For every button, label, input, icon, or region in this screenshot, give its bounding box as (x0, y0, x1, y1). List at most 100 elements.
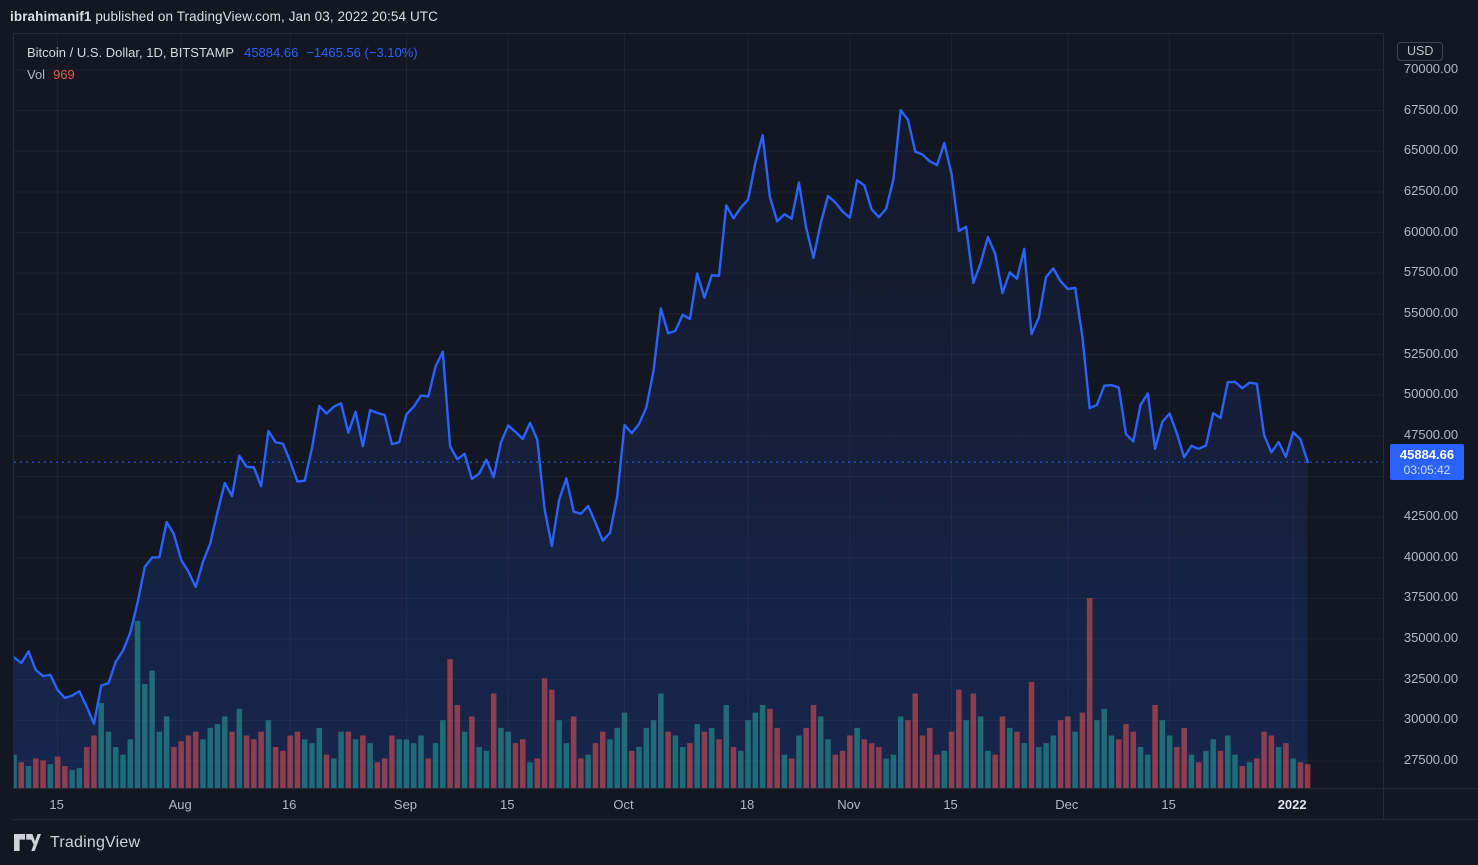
time-tick-label: Sep (393, 797, 418, 812)
volume-bar (280, 750, 286, 789)
area-fill-path (14, 110, 1308, 789)
volume-bar (171, 746, 177, 789)
volume-bar (847, 735, 853, 789)
time-axis[interactable]: 15 Aug 16 Sep 15 Oct 18 Nov 15 Dec 15 2022 (13, 788, 1383, 820)
volume-bar (1232, 754, 1238, 789)
volume-bar (599, 731, 606, 789)
volume-bar (360, 735, 366, 789)
volume-bar (985, 750, 991, 789)
volume-bar (701, 731, 708, 789)
volume-bar (767, 708, 773, 789)
volume-bar (301, 739, 308, 789)
volume-bar (1101, 708, 1107, 789)
volume-bar (91, 735, 97, 789)
volume-bar (113, 746, 119, 789)
volume-bar (316, 727, 323, 789)
time-tick-label: Nov (837, 797, 861, 812)
volume-bar (18, 762, 25, 789)
volume-bar (265, 720, 272, 789)
volume-bar (636, 746, 642, 789)
time-tick-label: Oct (613, 797, 634, 812)
volume-bar (338, 731, 344, 789)
volume-bar (294, 731, 301, 789)
volume-bar (476, 746, 482, 789)
volume-bar (1225, 735, 1231, 789)
volume-bar (432, 743, 439, 789)
price-line-path (14, 108, 1309, 725)
volume-bar (905, 720, 911, 789)
volume-bar (992, 754, 998, 789)
volume-bar (1152, 704, 1158, 789)
volume-bar (1275, 746, 1282, 789)
volume-bar (425, 758, 432, 789)
volume-bar (14, 754, 17, 789)
chart-pane[interactable]: Bitcoin / U.S. Dollar, 1D, BITSTAMP 45884… (13, 33, 1384, 789)
price-tick-label: 35000.00 (1403, 630, 1459, 646)
volume-bar (1036, 746, 1042, 789)
volume-bar (505, 731, 511, 789)
volume-bar (447, 659, 453, 789)
volume-bar (1123, 724, 1129, 789)
volume-bar (331, 758, 337, 789)
volume-bar (1065, 716, 1071, 789)
volume-bar (200, 739, 206, 789)
volume-bar (178, 741, 184, 789)
volume-bar (440, 720, 446, 789)
tradingview-brand-text[interactable]: TradingView (50, 833, 141, 851)
volume-bar (614, 727, 620, 789)
volume-bar (592, 743, 599, 789)
currency-toggle-button[interactable]: USD (1397, 42, 1444, 61)
volume-bar (919, 735, 926, 789)
volume-bar (1094, 720, 1100, 789)
volume-bar (1181, 727, 1187, 789)
volume-bar (149, 670, 155, 789)
volume-bar (47, 764, 54, 789)
volume-bar (679, 746, 686, 789)
volume-bar (839, 750, 846, 789)
volume-bar (1195, 762, 1202, 789)
volume-bar (556, 720, 562, 789)
volume-bar (708, 727, 715, 789)
volume-bar (759, 704, 766, 789)
volume-bar (490, 693, 497, 789)
volume-bar (1268, 735, 1275, 789)
volume-bar (272, 746, 279, 789)
volume-bar (403, 739, 410, 789)
price-tick-label: 70000.00 (1403, 61, 1459, 76)
volume-bar (1304, 764, 1311, 789)
price-chart-svg[interactable] (14, 34, 1384, 789)
volume-bar (1239, 766, 1246, 789)
volume-bar (258, 731, 264, 789)
volume-bar (1159, 720, 1166, 789)
volume-bar (469, 716, 475, 789)
volume-bar (418, 735, 424, 789)
price-axis[interactable]: USD 45884.66 03:05:42 70000.00 67500.00 65… (1383, 33, 1478, 788)
volume-bar (309, 743, 315, 789)
volume-bar (461, 731, 468, 789)
publisher-username: ibrahimanif1 (10, 8, 92, 24)
volume-bar (1072, 731, 1078, 789)
tradingview-logo-icon[interactable] (14, 834, 41, 851)
volume-bar (1290, 758, 1296, 789)
last-price-badge: 45884.66 03:05:42 (1390, 444, 1464, 481)
volume-bar (796, 735, 802, 789)
volume-bar (1021, 743, 1027, 789)
volume-bar (251, 739, 257, 789)
volume-bar (578, 758, 584, 789)
volume-bar (738, 750, 744, 789)
volume-bar (854, 727, 860, 789)
volume-bars (14, 598, 1311, 789)
volume-bar (352, 739, 359, 789)
price-tick-label: 47500.00 (1403, 426, 1459, 442)
price-tick-label: 30000.00 (1403, 711, 1459, 727)
volume-bar (163, 716, 170, 789)
volume-bar (1166, 735, 1173, 789)
volume-bar (963, 720, 969, 789)
time-tick-label: 15 (49, 797, 64, 812)
publish-header: ibrahimanif1 published on TradingView.co… (10, 0, 438, 32)
volume-bar (345, 731, 352, 789)
volume-bar (374, 762, 381, 789)
volume-bar (389, 735, 395, 789)
volume-bar (934, 754, 940, 789)
